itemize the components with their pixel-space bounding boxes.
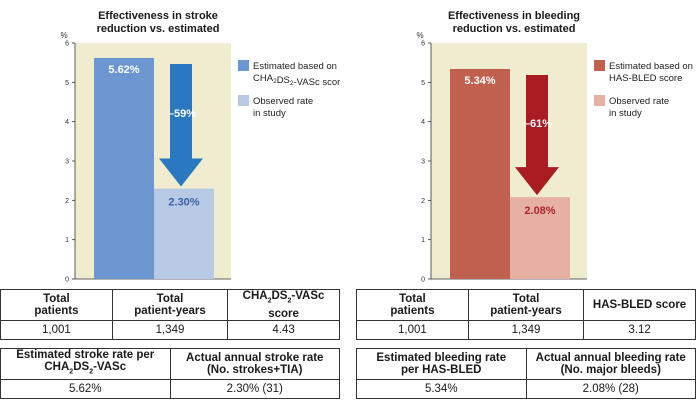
legend-label-observed: Observed rate [609,96,669,107]
cell-actual-bleeding-rate: 2.08% (28) [525,379,696,399]
chart-title-line: reduction vs. estimated [453,23,576,35]
y-tick-label: 1 [65,237,69,244]
stroke-summary-table: Total patients Total patient-years CHA2DS2… [0,289,340,340]
legend-label-estimated: Estimated based on [253,61,337,72]
cell-estimated-stroke-rate: 5.62% [0,379,171,399]
cell-actual-stroke-rate: 2.30% (31) [169,379,340,399]
legend-swatch-observed [238,95,249,106]
data-label-observed: 2.08% [524,205,555,217]
cell-total-patient-years: 1,349 [111,320,229,340]
legend-label-observed: Observed rate [253,96,313,107]
chart-title-line: reduction vs. estimated [97,23,220,35]
header-total-patient-years: Total patient-years [111,289,229,321]
header-cha2ds2-vasc-score: CHA2DS2-VASc score [227,289,340,321]
y-tick-label: 1 [421,237,425,244]
header-total-patient-years: Total patient-years [467,289,585,321]
bleeding-rate-table: Estimated bleeding rate per HAS-BLED Actu… [356,348,696,399]
y-tick-label: 4 [65,119,69,126]
legend-label-estimated: CHA2DS2-VASc score [253,73,340,88]
bar-observed [510,197,570,279]
y-tick-label: 3 [65,159,69,166]
reduction-arrow [159,63,203,187]
cell-cha2ds2-vasc-score: 4.43 [227,320,340,340]
y-tick-label: 0 [65,277,69,284]
bar-estimated [94,57,154,279]
cell-has-bled-score: 3.12 [583,320,696,340]
y-tick-label: 2 [421,198,425,205]
legend-label-observed: in study [253,108,286,119]
y-tick-label: 4 [421,119,425,126]
y-tick-label: 5 [421,80,425,87]
legend-label-observed: in study [609,108,642,119]
header-estimated-bleeding-rate: Estimated bleeding rate per HAS-BLED [356,348,527,380]
data-label-estimated: 5.62% [108,64,139,76]
y-axis-label: % [416,31,423,40]
y-tick-label: 3 [421,159,425,166]
y-axis-label: % [60,31,67,40]
legend-label-estimated: Estimated based on [609,61,693,72]
y-tick-label: 0 [421,277,425,284]
header-actual-bleeding-rate: Actual annual bleeding rate (No. major bl… [525,348,696,380]
cell-estimated-bleeding-rate: 5.34% [356,379,527,399]
data-label-observed: 2.30% [168,197,199,209]
legend-swatch-observed [594,95,605,106]
cell-total-patients: 1,001 [356,320,469,340]
header-total-patients: Total patients [0,289,113,321]
y-tick-label: 2 [65,198,69,205]
chart-title-line: Effectiveness in stroke [98,10,218,22]
data-label-estimated: 5.34% [464,75,495,87]
reduction-label: –61% [524,118,552,130]
bleeding-panel: Effectiveness in bleeding reduction vs. e… [356,0,696,402]
bleeding-summary-table: Total patients Total patient-years HAS-BLE… [356,289,696,340]
reduction-label: –59% [168,108,196,120]
chart-title-line: Effectiveness in bleeding [448,10,580,22]
bar-observed [154,188,214,279]
cell-total-patients: 1,001 [0,320,113,340]
y-tick-label: 5 [65,80,69,87]
stroke-panel: Effectiveness in stroke reduction vs. est… [0,0,340,402]
reduction-arrow [515,74,559,196]
header-actual-stroke-rate: Actual annual stroke rate (No. strokes+TI… [169,348,340,380]
y-tick-label: 6 [421,41,425,48]
stroke-rate-table: Estimated stroke rate per CHA2DS2-VASc Ac… [0,348,340,399]
legend-swatch-estimated [238,60,249,71]
legend-label-estimated: HAS-BLED score [609,73,682,84]
header-has-bled-score: HAS-BLED score [583,289,696,321]
y-tick-label: 6 [65,41,69,48]
bar-estimated [450,68,510,280]
cell-total-patient-years: 1,349 [467,320,585,340]
header-total-patients: Total patients [356,289,469,321]
legend-swatch-estimated [594,60,605,71]
header-estimated-stroke-rate: Estimated stroke rate per CHA2DS2-VASc [0,348,171,380]
